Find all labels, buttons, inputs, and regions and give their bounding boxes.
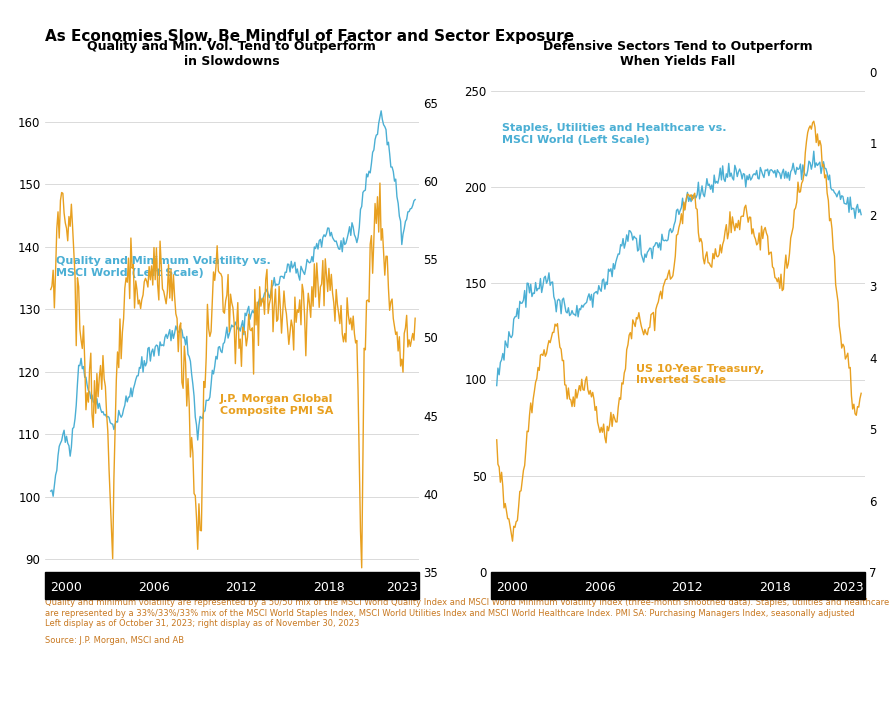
Text: 2012: 2012 [226,581,257,594]
Text: Staples, Utilities and Healthcare vs.
MSCI World (Left Scale): Staples, Utilities and Healthcare vs. MS… [502,123,727,144]
Text: Source: J.P. Morgan, MSCI and AB: Source: J.P. Morgan, MSCI and AB [45,636,184,646]
Text: 2000: 2000 [51,581,82,594]
Text: Quality and Minimum Volatility vs.
MSCI World (Left Scale): Quality and Minimum Volatility vs. MSCI … [56,257,271,278]
Text: 2012: 2012 [672,581,703,594]
Text: 2023: 2023 [386,581,417,594]
Title: Defensive Sectors Tend to Outperform
When Yields Fall: Defensive Sectors Tend to Outperform Whe… [543,39,813,67]
Text: US 10-Year Treasury,
Inverted Scale: US 10-Year Treasury, Inverted Scale [636,364,764,385]
Text: 2018: 2018 [759,581,790,594]
Text: Quality and minimum volatility are represented by a 50/50 mix of the MSCI World : Quality and minimum volatility are repre… [45,598,888,628]
Text: 2023: 2023 [832,581,863,594]
Text: As Economies Slow, Be Mindful of Factor and Sector Exposure: As Economies Slow, Be Mindful of Factor … [45,29,574,44]
Text: Past performance does not guarantee future results.: Past performance does not guarantee futu… [45,576,315,585]
Text: 2000: 2000 [497,581,528,594]
Text: J.P. Morgan Global
Composite PMI SA: J.P. Morgan Global Composite PMI SA [219,394,333,415]
Text: 2006: 2006 [138,581,169,594]
Text: 2006: 2006 [584,581,615,594]
Text: 2018: 2018 [313,581,344,594]
Title: Quality and Min. Vol. Tend to Outperform
in Slowdowns: Quality and Min. Vol. Tend to Outperform… [87,39,376,67]
